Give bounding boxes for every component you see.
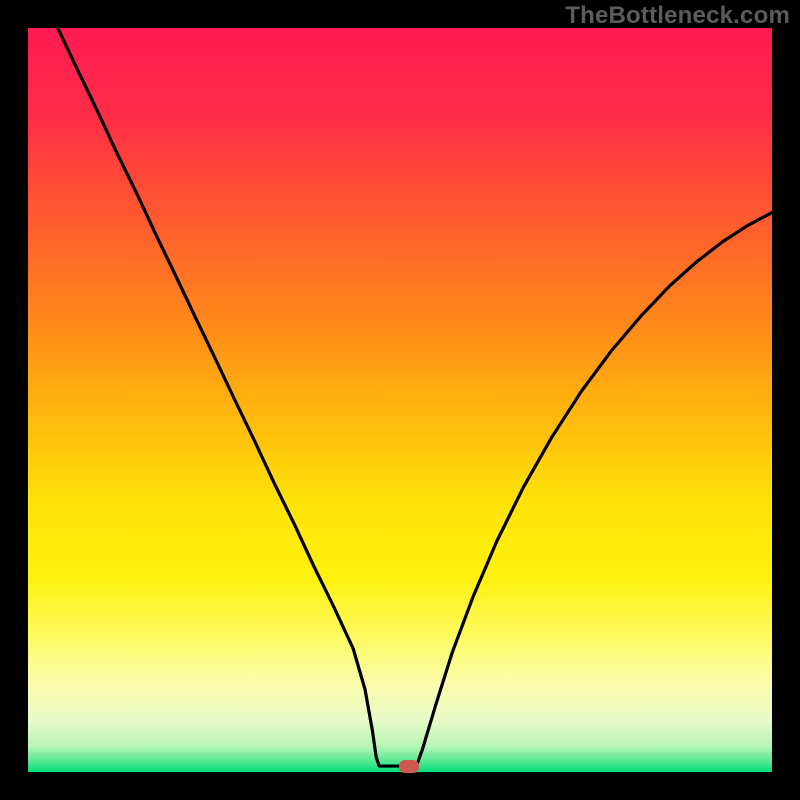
chart-frame: TheBottleneck.com bbox=[0, 0, 800, 800]
gradient-background bbox=[28, 28, 772, 772]
gradient-plot bbox=[28, 28, 772, 772]
watermark-label: TheBottleneck.com bbox=[565, 2, 790, 30]
optimal-point-marker bbox=[399, 760, 420, 773]
